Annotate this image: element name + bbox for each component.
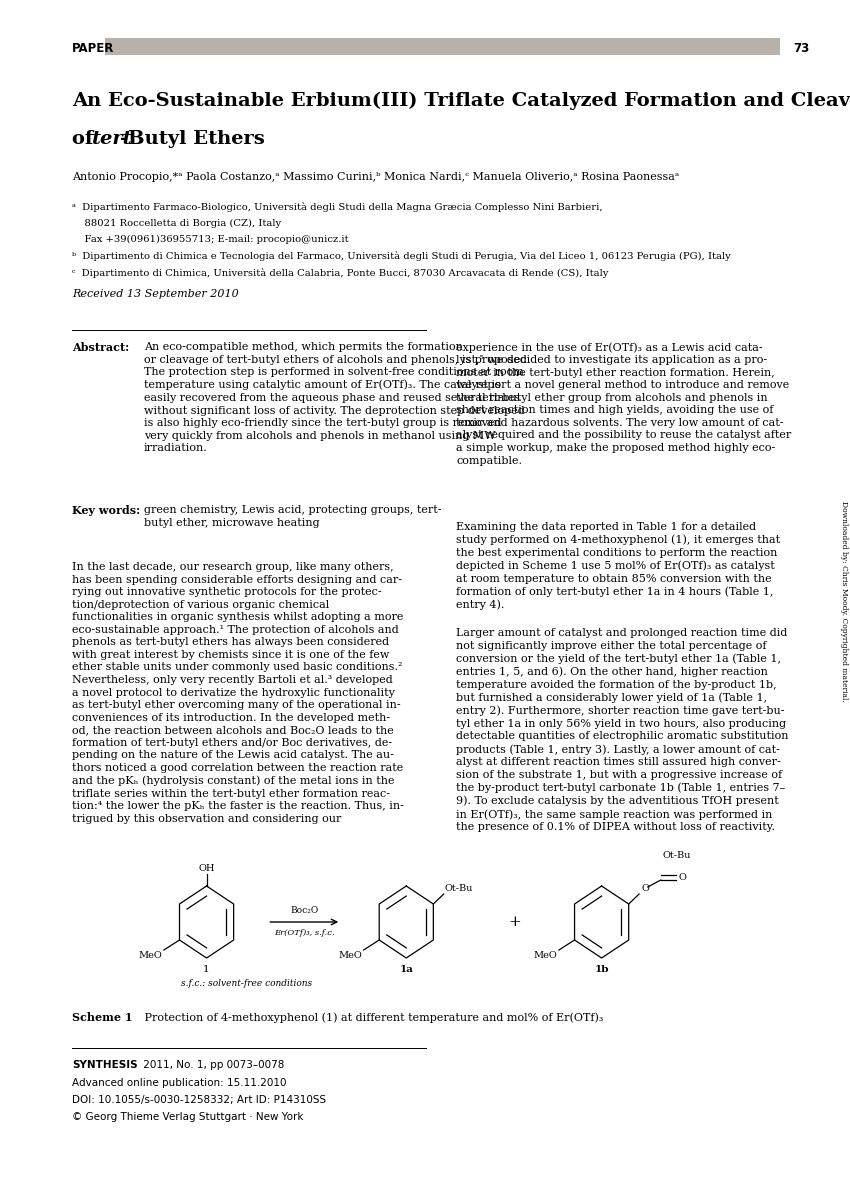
Text: 2011, No. 1, pp 0073–0078: 2011, No. 1, pp 0073–0078: [140, 1060, 285, 1069]
Text: of: of: [72, 130, 100, 148]
Text: +: +: [508, 915, 521, 929]
Text: Downloaded by: Chris Moody. Copyrighted material.: Downloaded by: Chris Moody. Copyrighted …: [840, 502, 848, 701]
Bar: [105, 38, 780, 55]
Text: experience in the use of Er(OTf)₃ as a Lewis acid cata-
lyst,⁵ we decided to inv: experience in the use of Er(OTf)₃ as a L…: [456, 342, 791, 466]
Text: -Butyl Ethers: -Butyl Ethers: [120, 130, 264, 148]
Text: Boc₂O: Boc₂O: [290, 906, 319, 915]
Text: tert: tert: [92, 130, 132, 148]
Text: Protection of 4-methoxyphenol (1) at different temperature and mol% of Er(OTf)₃: Protection of 4-methoxyphenol (1) at dif…: [134, 1012, 604, 1023]
Text: DOI: 10.1055/s-0030-1258332; Art ID: P14310SS: DOI: 10.1055/s-0030-1258332; Art ID: P14…: [72, 1095, 326, 1106]
Text: An Eco-Sustainable Erbium(III) Triflate Catalyzed Formation and Cleavage: An Eco-Sustainable Erbium(III) Triflate …: [72, 91, 850, 111]
Text: Ot-Bu: Ot-Bu: [662, 851, 691, 860]
Text: O: O: [642, 884, 649, 893]
Text: SYNTHESIS: SYNTHESIS: [72, 1060, 138, 1069]
Text: OH: OH: [198, 864, 215, 873]
Text: 1: 1: [203, 965, 210, 974]
Text: ᵃ  Dipartimento Farmaco-Biologico, Università degli Studi della Magna Græcia Com: ᵃ Dipartimento Farmaco-Biologico, Univer…: [72, 202, 603, 212]
Text: PAPER: PAPER: [72, 41, 115, 54]
Text: O: O: [678, 873, 686, 883]
Text: 88021 Roccelletta di Borgia (CZ), Italy: 88021 Roccelletta di Borgia (CZ), Italy: [72, 219, 281, 227]
Text: Abstract:: Abstract:: [72, 342, 129, 352]
Text: MeO: MeO: [534, 952, 558, 960]
Text: In the last decade, our research group, like many others,
has been spending cons: In the last decade, our research group, …: [72, 562, 404, 824]
Text: Fax +39(0961)36955713; E-mail: procopio@unicz.it: Fax +39(0961)36955713; E-mail: procopio@…: [72, 235, 348, 244]
Text: Larger amount of catalyst and prolonged reaction time did
not significantly impr: Larger amount of catalyst and prolonged …: [456, 628, 789, 832]
Text: 1a: 1a: [400, 965, 413, 974]
Text: 1b: 1b: [594, 965, 609, 974]
Text: Received 13 September 2010: Received 13 September 2010: [72, 290, 239, 300]
Text: An eco-compatible method, which permits the formation
or cleavage of tert-butyl : An eco-compatible method, which permits …: [144, 342, 530, 454]
Text: MeO: MeO: [338, 952, 362, 960]
Text: ᵇ  Dipartimento di Chimica e Tecnologia del Farmaco, Università degli Studi di P: ᵇ Dipartimento di Chimica e Tecnologia d…: [72, 251, 731, 261]
Text: Advanced online publication: 15.11.2010: Advanced online publication: 15.11.2010: [72, 1078, 286, 1088]
Text: Examining the data reported in Table 1 for a detailed
study performed on 4-metho: Examining the data reported in Table 1 f…: [456, 522, 780, 610]
Text: Er(OTf)₃, s.f.c.: Er(OTf)₃, s.f.c.: [274, 929, 335, 937]
Text: Ot-Bu: Ot-Bu: [445, 884, 473, 893]
Text: Scheme 1: Scheme 1: [72, 1012, 133, 1023]
Text: Key words:: Key words:: [72, 505, 140, 516]
Text: MeO: MeO: [139, 952, 162, 960]
Text: ᶜ  Dipartimento di Chimica, Università della Calabria, Ponte Bucci, 87030 Arcava: ᶜ Dipartimento di Chimica, Università de…: [72, 268, 609, 278]
Text: Antonio Procopio,*ᵃ Paola Costanzo,ᵃ Massimo Curini,ᵇ Monica Nardi,ᶜ Manuela Oli: Antonio Procopio,*ᵃ Paola Costanzo,ᵃ Mas…: [72, 172, 679, 182]
Text: s.f.c.: solvent-free conditions: s.f.c.: solvent-free conditions: [180, 979, 312, 988]
Text: green chemistry, Lewis acid, protecting groups, tert-
butyl ether, microwave hea: green chemistry, Lewis acid, protecting …: [144, 505, 441, 528]
Text: © Georg Thieme Verlag Stuttgart · New York: © Georg Thieme Verlag Stuttgart · New Yo…: [72, 1113, 303, 1122]
Text: 73: 73: [794, 41, 810, 54]
